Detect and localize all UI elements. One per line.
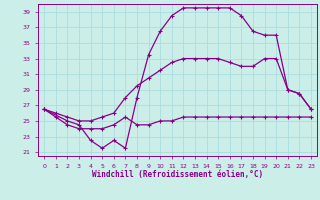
X-axis label: Windchill (Refroidissement éolien,°C): Windchill (Refroidissement éolien,°C) — [92, 170, 263, 179]
